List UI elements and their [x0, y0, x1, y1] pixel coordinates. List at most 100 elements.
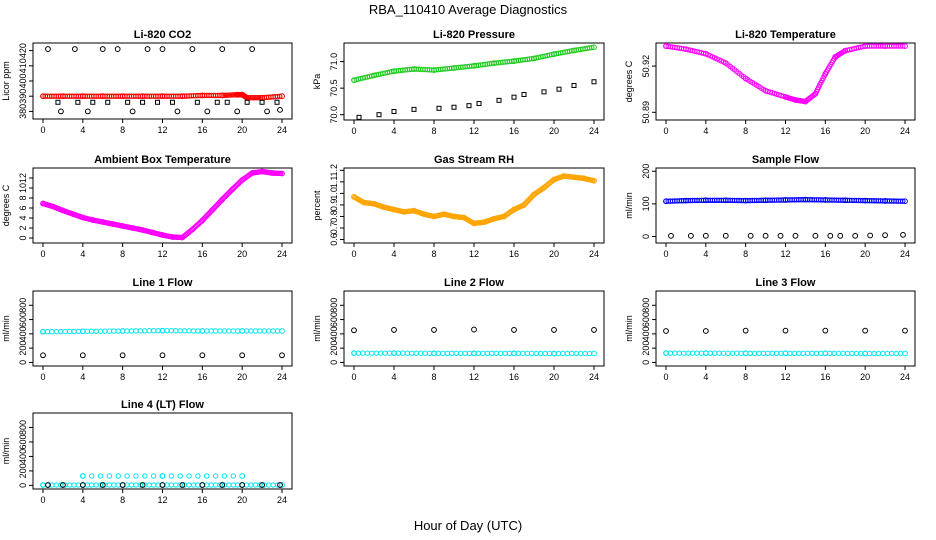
x-tick-label: 16	[820, 126, 830, 136]
data-point	[137, 328, 144, 334]
y-tick-label: 800	[329, 298, 339, 313]
data-point	[551, 350, 557, 357]
data-point	[501, 213, 507, 220]
y-tick-label: 0	[641, 234, 651, 239]
panel-title: Line 3 Flow	[756, 277, 816, 289]
y-tick-label: 50.89	[641, 101, 651, 124]
data-point	[248, 482, 254, 488]
data-point	[159, 93, 166, 100]
y-axis-label: kPa	[312, 74, 322, 90]
data-point	[663, 198, 669, 205]
data-point	[782, 327, 789, 334]
data-point	[882, 232, 888, 239]
data-point	[229, 186, 236, 193]
x-tick-label: 20	[860, 249, 870, 259]
data-point	[900, 231, 906, 238]
data-point	[252, 328, 259, 334]
data-point	[591, 79, 597, 85]
data-point	[491, 215, 497, 222]
data-point	[802, 98, 809, 105]
data-point	[451, 213, 457, 220]
y-tick-label: 200	[18, 341, 28, 356]
data-point	[49, 328, 55, 335]
y-tick-label: 800	[641, 298, 651, 313]
data-point	[266, 328, 272, 334]
x-tick-label: 0	[40, 125, 45, 135]
x-tick-label: 16	[197, 125, 207, 135]
data-point	[169, 99, 175, 105]
x-tick-label: 16	[820, 372, 830, 382]
y-tick-label: 400	[329, 326, 339, 341]
data-point	[436, 105, 442, 111]
x-tick-label: 16	[509, 249, 519, 259]
data-point	[119, 482, 126, 488]
data-point	[212, 473, 219, 479]
data-point	[791, 350, 798, 356]
data-point	[239, 328, 246, 334]
x-tick-label: 24	[277, 249, 287, 259]
data-point	[411, 106, 417, 112]
y-tick-label: 0	[329, 360, 339, 365]
data-point	[386, 350, 393, 356]
data-point	[62, 328, 68, 335]
data-point	[694, 350, 700, 356]
data-point	[760, 350, 767, 356]
data-point	[58, 108, 64, 115]
data-point	[139, 482, 146, 488]
data-point	[199, 352, 206, 359]
data-point	[520, 350, 526, 357]
data-point	[497, 350, 504, 356]
series-1	[663, 196, 908, 205]
data-point	[208, 482, 214, 488]
data-point	[466, 103, 472, 109]
series-1	[40, 327, 285, 335]
y-tick-label: 0.8	[329, 210, 339, 223]
data-point	[742, 327, 749, 334]
data-point	[234, 108, 241, 115]
data-point	[782, 350, 789, 357]
series-2	[40, 352, 285, 359]
y-axis-label: ml/min	[1, 315, 11, 342]
y-tick-label: 800	[18, 420, 28, 435]
data-point	[685, 350, 691, 356]
series-2	[351, 350, 597, 357]
data-point	[802, 196, 809, 203]
data-point	[93, 482, 99, 488]
data-point	[376, 112, 382, 118]
data-point	[99, 93, 106, 100]
data-point	[481, 219, 487, 226]
data-point	[239, 177, 246, 183]
data-point	[400, 350, 406, 356]
data-point	[142, 473, 148, 479]
data-point	[800, 350, 806, 356]
data-point	[381, 204, 387, 211]
x-tick-label: 24	[589, 126, 599, 136]
data-point	[168, 473, 175, 479]
data-point	[60, 93, 66, 100]
y-tick-label: 1.2	[329, 164, 339, 177]
data-point	[832, 53, 839, 60]
y-tick-label: 600	[641, 312, 651, 327]
y-tick-label: 2	[18, 225, 28, 230]
data-point	[355, 350, 362, 356]
panel-4: Ambient Box Temperature degrees C 0 4 8 12 16 2…	[1, 154, 293, 259]
data-point	[204, 108, 211, 115]
data-point	[521, 92, 527, 98]
data-point	[149, 229, 156, 236]
data-point	[181, 328, 188, 334]
x-tick-label: 0	[40, 372, 45, 382]
data-point	[555, 350, 562, 357]
y-tick-label: 12	[18, 173, 28, 183]
data-point	[239, 482, 246, 488]
data-point	[177, 473, 183, 479]
panel-title: Ambient Box Temperature	[94, 154, 231, 166]
data-point	[756, 350, 762, 356]
data-point	[560, 350, 566, 357]
x-tick-label: 0	[40, 495, 45, 505]
data-point	[212, 328, 219, 334]
data-point	[521, 202, 527, 208]
y-axis-label: ml/min	[624, 315, 634, 342]
data-point	[480, 350, 486, 356]
panel-title: Li-820 Pressure	[433, 29, 515, 41]
data-point	[489, 350, 495, 356]
